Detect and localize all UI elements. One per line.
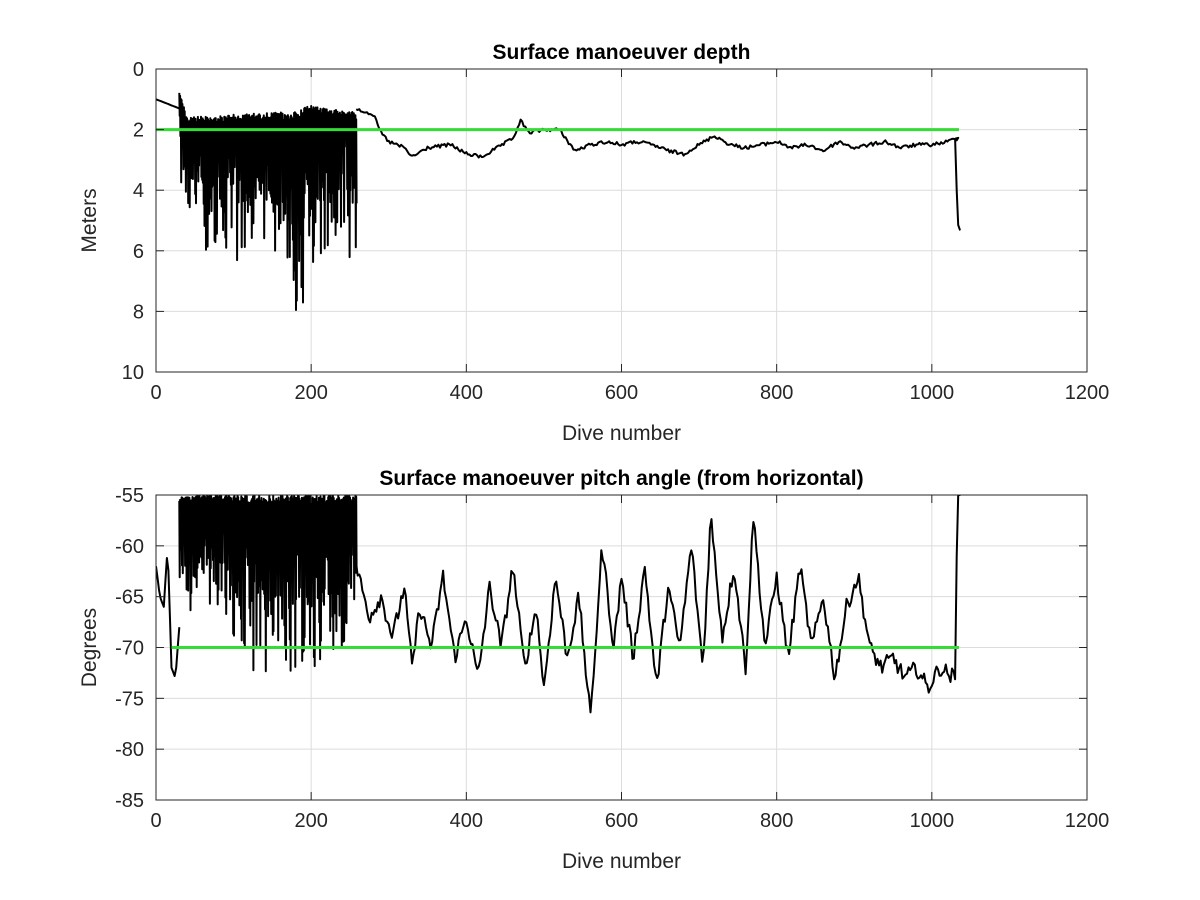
pitch-y-tick-label: -65 [115,587,144,609]
pitch-axes: 0 200 400 600 800 1000 1200 -55 -60 -65 -70 -75 -80 -… [78,467,1109,873]
depth-series-line-segment-0 [156,98,180,110]
pitch-series-line-segment-3 [954,495,961,679]
depth-x-tick-label: 400 [450,382,483,404]
depth-x-tick-label: 200 [294,382,327,404]
depth-x-tick-label: 600 [605,382,638,404]
depth-x-tick-label: 800 [760,382,793,404]
pitch-series-group [156,495,961,714]
depth-series-line-segment-3 [954,138,961,231]
pitch-y-tick-label: -60 [115,536,144,558]
depth-axes: 0 200 400 600 800 1000 1200 0 2 4 6 8 10 Surface mano… [78,41,1109,445]
depth-series-line-segment-1 [178,92,358,311]
depth-y-tick-label: 2 [133,120,144,142]
pitch-x-tick-label: 600 [605,810,638,832]
pitch-y-tick-label: -75 [115,688,144,710]
pitch-y-axis-label: Degrees [78,608,101,687]
depth-y-tick-label: 0 [133,59,144,81]
pitch-y-tick-label: -85 [115,790,144,812]
pitch-y-tick-label: -70 [115,638,144,660]
depth-series-line-segment-2 [355,108,960,159]
pitch-series-line-segment-0 [156,557,181,677]
depth-x-tick-label: 1200 [1065,382,1110,404]
pitch-series-line-segment-2 [355,518,957,714]
depth-x-axis-label: Dive number [562,422,681,445]
pitch-x-tick-label: 200 [294,810,327,832]
depth-y-axis-label: Meters [78,188,101,252]
pitch-x-tick-label: 400 [450,810,483,832]
pitch-y-tick-label: -55 [115,485,144,507]
pitch-chart-title: Surface manoeuver pitch angle (from hori… [379,467,863,490]
pitch-series-line-segment-1 [178,495,358,673]
depth-y-tick-label: 6 [133,241,144,263]
depth-y-tick-label: 10 [122,362,144,384]
depth-series-group [156,92,961,311]
pitch-x-tick-label: 1200 [1065,810,1110,832]
depth-y-tick-label: 8 [133,301,144,323]
pitch-x-tick-label: 0 [150,810,161,832]
depth-chart-title: Surface manoeuver depth [493,41,751,64]
pitch-y-tick-label: -80 [115,739,144,761]
depth-y-tick-label: 4 [133,180,144,202]
depth-x-tick-label: 1000 [910,382,955,404]
pitch-x-tick-label: 800 [760,810,793,832]
pitch-x-axis-label: Dive number [562,850,681,873]
pitch-x-tick-label: 1000 [910,810,955,832]
depth-x-tick-label: 0 [150,382,161,404]
